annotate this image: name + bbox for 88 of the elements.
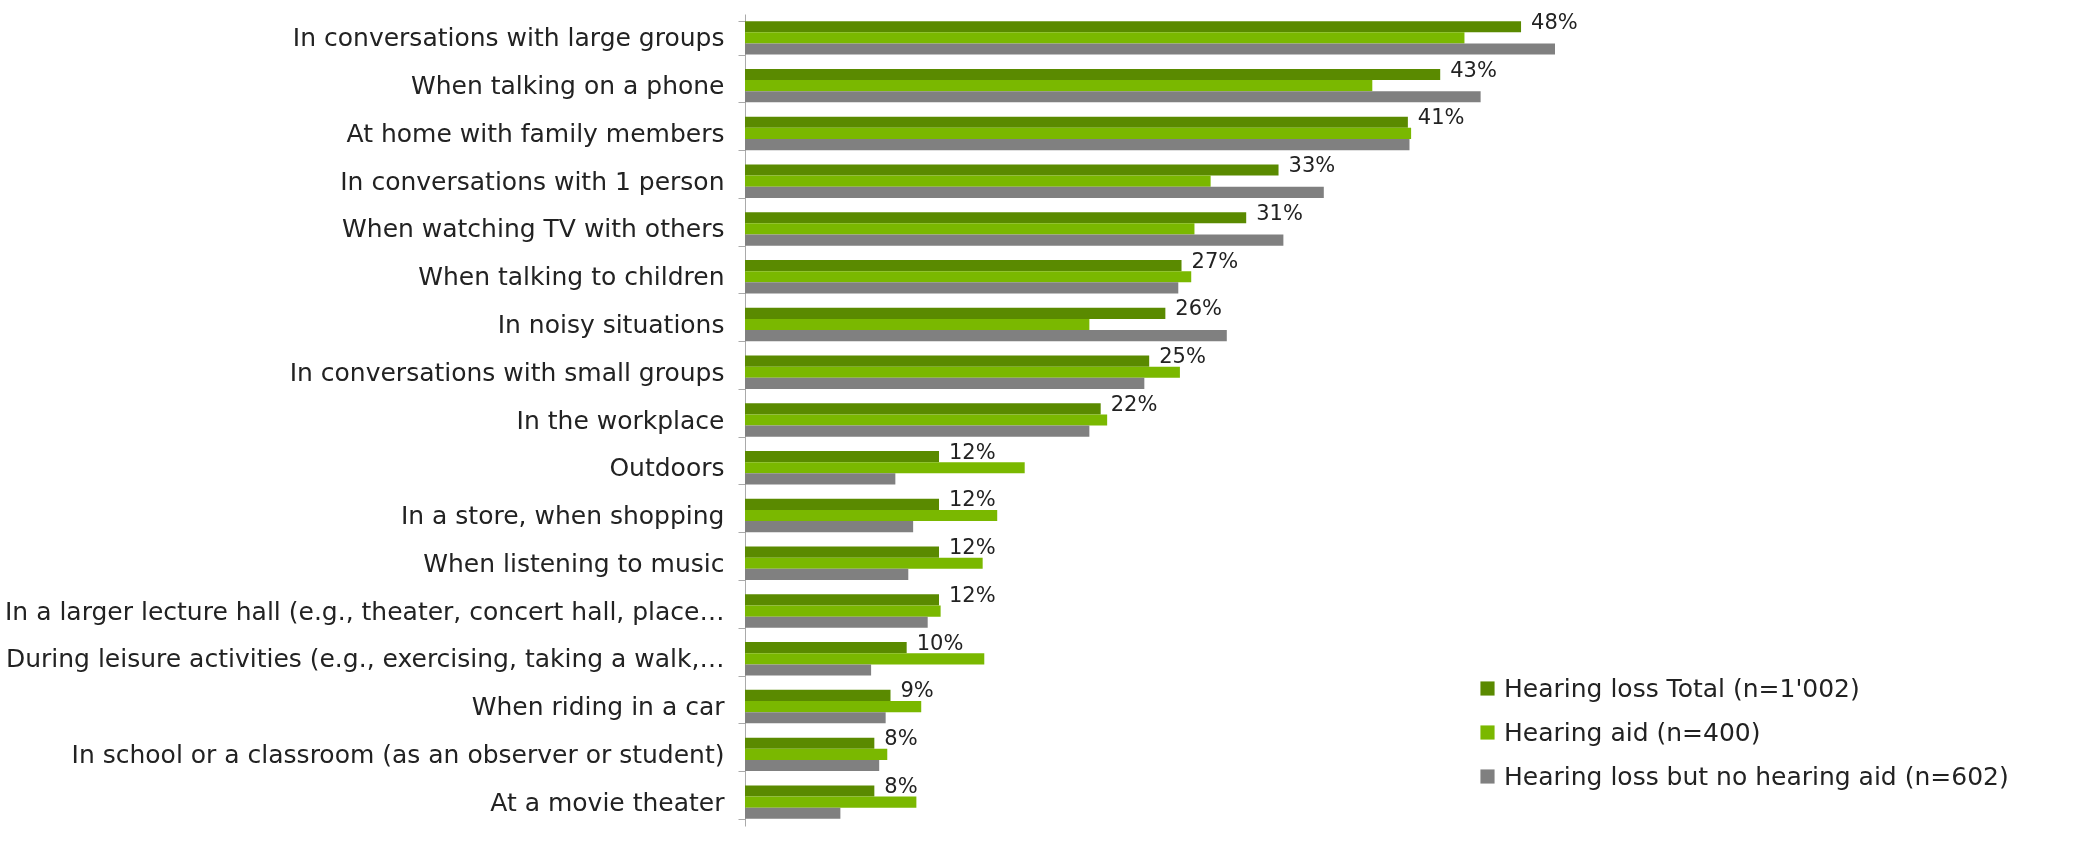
bar [745, 68, 1441, 81]
bar [745, 462, 1025, 474]
bar [745, 271, 1192, 283]
bar [745, 80, 1373, 92]
y-tick-label: During leisure activities (e.g., exercising, taking a walk,… [5, 644, 725, 674]
bar [745, 712, 886, 724]
y-tick-label: In a larger lecture hall (e.g., theater, concert hall, place… [4, 596, 725, 626]
bar [745, 223, 1195, 235]
legend-label: Hearing aid (n=400) [1504, 717, 1761, 747]
bar [745, 330, 1227, 342]
bar [745, 116, 1408, 128]
data-label: 8% [884, 773, 918, 798]
data-label: 22% [1110, 391, 1158, 416]
legend-label: Hearing loss but no hearing aid (n=602) [1504, 761, 2009, 791]
data-label: 31% [1256, 200, 1303, 225]
y-tick-label: At home with family members [346, 118, 725, 148]
bar [745, 43, 1555, 55]
bar [745, 605, 941, 617]
bar [745, 653, 985, 665]
y-tick-label: At a movie theater [490, 787, 726, 817]
y-tick-label: In a store, when shopping [400, 501, 725, 531]
bar [745, 785, 875, 797]
y-tick-label: When talking to children [418, 262, 725, 292]
data-label: 12% [949, 582, 996, 607]
bar [745, 318, 1090, 331]
bar [745, 473, 896, 485]
y-tick-label: In noisy situations [497, 309, 725, 339]
bar [745, 355, 1150, 367]
bar [745, 366, 1180, 378]
bar [745, 91, 1481, 103]
bar [745, 425, 1090, 437]
y-tick-label: In the workplace [516, 405, 725, 435]
bar [745, 234, 1284, 246]
y-tick-label: In conversations with small groups [289, 357, 725, 387]
bar [745, 557, 983, 569]
bar [745, 282, 1179, 294]
bar [745, 127, 1412, 139]
y-tick-label: When watching TV with others [342, 214, 725, 244]
bar [745, 509, 998, 522]
y-tick-label: In conversations with large groups [292, 23, 725, 53]
bar [745, 32, 1465, 44]
data-label: 12% [949, 439, 996, 464]
y-tick-label: Outdoors [609, 453, 725, 483]
bar [745, 594, 940, 606]
bar [745, 451, 940, 463]
bar [745, 186, 1324, 198]
legend-label: Hearing loss Total (n=1'002) [1504, 673, 1860, 703]
bar [745, 737, 875, 749]
data-label: 43% [1450, 57, 1497, 82]
data-label: 10% [916, 630, 964, 655]
bar [745, 521, 914, 533]
bar [745, 175, 1211, 187]
data-label: 9% [900, 678, 934, 703]
bar [745, 546, 940, 558]
bar [745, 664, 872, 676]
bar [745, 414, 1108, 426]
y-tick-label: In conversations with 1 person [340, 166, 725, 196]
y-tick-label: When listening to music [423, 548, 725, 578]
bar [745, 259, 1182, 272]
bar [745, 164, 1279, 176]
bar [745, 759, 880, 772]
data-label: 8% [884, 726, 918, 751]
data-label: 27% [1191, 248, 1239, 273]
bar [745, 21, 1522, 33]
bar [745, 403, 1101, 415]
bar [745, 701, 922, 713]
data-label: 12% [949, 487, 996, 512]
bar [745, 138, 1410, 151]
bar [745, 689, 891, 702]
bar [745, 642, 907, 654]
data-label: 41% [1417, 105, 1465, 130]
y-tick-label: When riding in a car [471, 692, 726, 722]
data-label: 12% [949, 535, 996, 560]
bar [745, 796, 917, 808]
bar [745, 377, 1145, 389]
y-tick-label: In school or a classroom (as an observer or student) [71, 739, 725, 769]
bar [745, 616, 928, 628]
data-label: 25% [1159, 344, 1206, 369]
bar [745, 748, 888, 760]
bar [745, 307, 1166, 319]
data-label: 33% [1288, 153, 1336, 178]
bar [745, 807, 841, 819]
bar [745, 498, 940, 510]
bar [745, 568, 909, 581]
y-tick-label: When talking on a phone [411, 71, 725, 101]
data-label: 48% [1531, 9, 1578, 34]
bar [745, 212, 1247, 224]
data-label: 26% [1175, 296, 1223, 321]
